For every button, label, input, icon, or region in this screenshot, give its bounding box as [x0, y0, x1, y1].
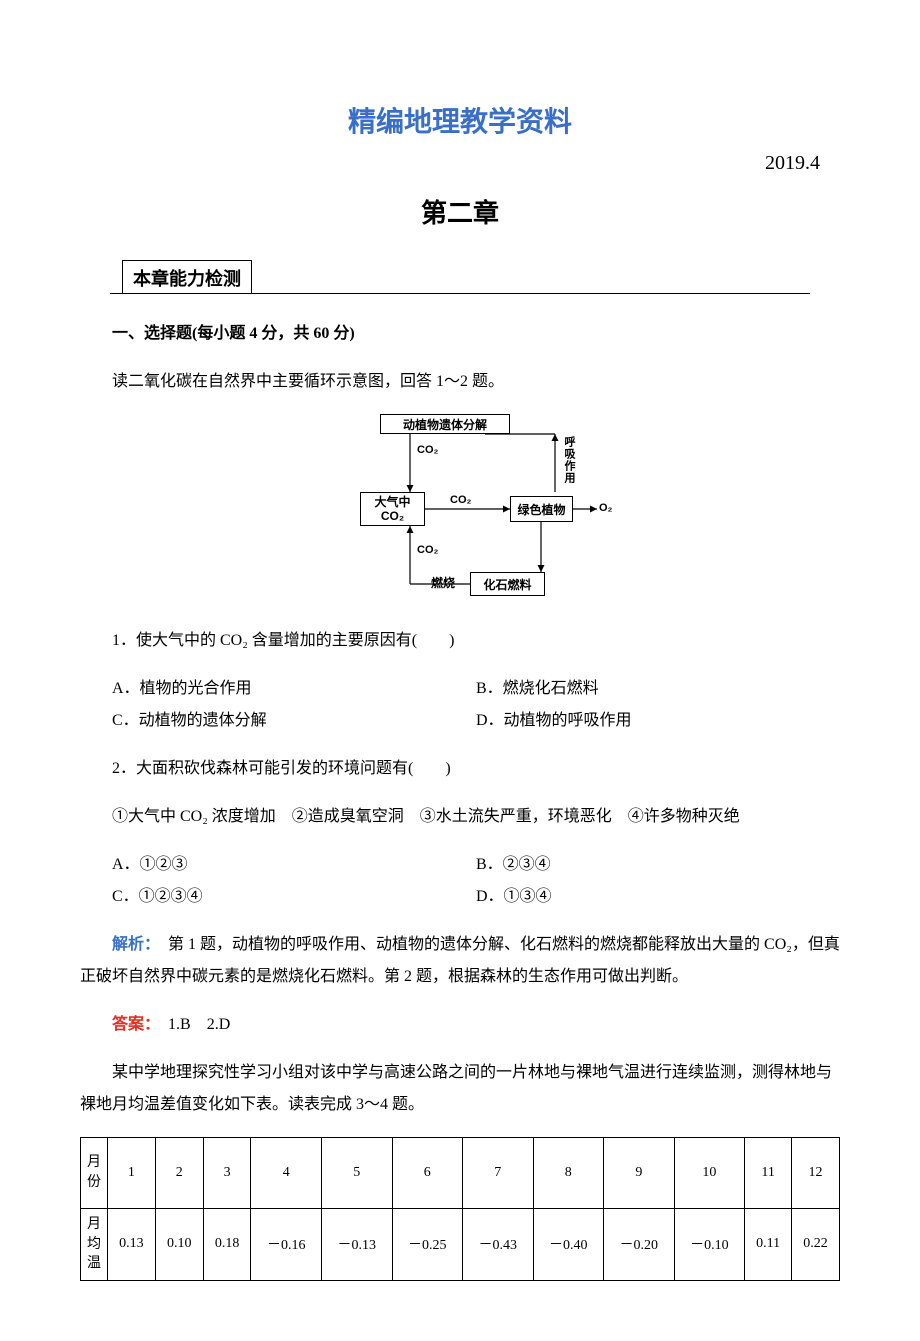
col-9: 9: [604, 1138, 675, 1209]
col-3: 3: [203, 1138, 251, 1209]
col-11: 11: [745, 1138, 792, 1209]
node-top: 动植物遗体分解: [380, 414, 510, 434]
node-bottom: 化石燃料: [470, 572, 545, 596]
q2-option-d: D．①③④: [476, 881, 840, 913]
table-row-values: 月均温 0.13 0.10 0.18 －0.16 －0.13 －0.25 －0.…: [81, 1209, 840, 1281]
q1-stem: 1．使大气中的 CO₂ 含量增加的主要原因有( ): [80, 625, 840, 657]
chapter-title: 第二章: [80, 193, 840, 230]
edge-label-top: CO₂: [417, 444, 438, 456]
col-8: 8: [533, 1138, 604, 1209]
col-10: 10: [674, 1138, 745, 1209]
q2-option-a: A．①②③: [112, 849, 476, 881]
edge-label-mid: CO₂: [450, 494, 471, 506]
o2-label: O₂: [599, 502, 612, 514]
answer-1-2: 答案： 1.B 2.D: [80, 1009, 840, 1041]
node-right: 绿色植物: [510, 496, 573, 522]
divider-left: [110, 293, 122, 294]
col-5: 5: [322, 1138, 393, 1209]
val-2: 0.10: [155, 1209, 203, 1281]
col-6: 6: [392, 1138, 463, 1209]
lead-text-3-4: 某中学地理探究性学习小组对该中学与高速公路之间的一片林地与裸地气温进行连续监测，…: [80, 1057, 840, 1121]
divider-right: [252, 293, 810, 294]
answer-text: 1.B 2.D: [152, 1016, 230, 1033]
co2-cycle-diagram: 动植物遗体分解 大气中 CO₂ 绿色植物 化石燃料 CO₂ CO₂ CO₂ 燃烧…: [80, 414, 840, 609]
analysis-text: 第 1 题，动植物的呼吸作用、动植物的遗体分解、化石燃料的燃烧都能释放出大量的 …: [80, 936, 840, 985]
q2-option-b: B．②③④: [476, 849, 840, 881]
val-10: －0.10: [674, 1209, 745, 1281]
section-divider: 本章能力检测: [110, 260, 810, 294]
val-9: －0.20: [604, 1209, 675, 1281]
analysis-1-2: 解析： 第 1 题，动植物的呼吸作用、动植物的遗体分解、化石燃料的燃烧都能释放出…: [80, 929, 840, 993]
q1-option-b: B．燃烧化石燃料: [476, 673, 840, 705]
main-title: 精编地理教学资料: [80, 100, 840, 140]
col-12: 12: [792, 1138, 840, 1209]
val-1: 0.13: [108, 1209, 156, 1281]
analysis-label: 解析：: [112, 936, 152, 953]
col-1: 1: [108, 1138, 156, 1209]
q1-option-c: C．动植物的遗体分解: [112, 705, 476, 737]
node-left: 大气中 CO₂: [360, 492, 425, 526]
table-row-header: 月份 1 2 3 4 5 6 7 8 9 10 11 12: [81, 1138, 840, 1209]
q2-option-c: C．①②③④: [112, 881, 476, 913]
val-12: 0.22: [792, 1209, 840, 1281]
question-type-heading: 一、选择题(每小题 4 分，共 60 分): [80, 318, 840, 350]
q2-items: ①大气中 CO₂ 浓度增加 ②造成臭氧空洞 ③水土流失严重，环境恶化 ④许多物种…: [80, 801, 840, 833]
q2-options-row1: A．①②③ B．②③④: [112, 849, 840, 881]
val-7: －0.43: [463, 1209, 534, 1281]
burn-label: 燃烧: [431, 574, 455, 591]
q1-options-row1: A．植物的光合作用 B．燃烧化石燃料: [112, 673, 840, 705]
answer-label: 答案：: [112, 1016, 152, 1033]
edge-label-bottom: CO₂: [417, 544, 438, 556]
col-2: 2: [155, 1138, 203, 1209]
val-6: －0.25: [392, 1209, 463, 1281]
row-header-temp: 月均温: [81, 1209, 108, 1281]
date-line: 2019.4: [80, 152, 840, 175]
val-5: －0.13: [322, 1209, 393, 1281]
col-4: 4: [251, 1138, 322, 1209]
q1-options-row2: C．动植物的遗体分解 D．动植物的呼吸作用: [112, 705, 840, 737]
temp-diff-table: 月份 1 2 3 4 5 6 7 8 9 10 11 12 月均温 0.13 0…: [80, 1137, 840, 1281]
section-box: 本章能力检测: [122, 260, 252, 294]
lead-text-1-2: 读二氧化碳在自然界中主要循环示意图，回答 1～2 题。: [80, 366, 840, 398]
q2-options-row2: C．①②③④ D．①③④: [112, 881, 840, 913]
val-3: 0.18: [203, 1209, 251, 1281]
row-header-month: 月份: [81, 1138, 108, 1209]
val-8: －0.40: [533, 1209, 604, 1281]
val-4: －0.16: [251, 1209, 322, 1281]
q1-option-a: A．植物的光合作用: [112, 673, 476, 705]
respiration-label: 呼吸作用: [561, 436, 577, 484]
q2-stem: 2．大面积砍伐森林可能引发的环境问题有( ): [80, 753, 840, 785]
val-11: 0.11: [745, 1209, 792, 1281]
q1-option-d: D．动植物的呼吸作用: [476, 705, 840, 737]
col-7: 7: [463, 1138, 534, 1209]
